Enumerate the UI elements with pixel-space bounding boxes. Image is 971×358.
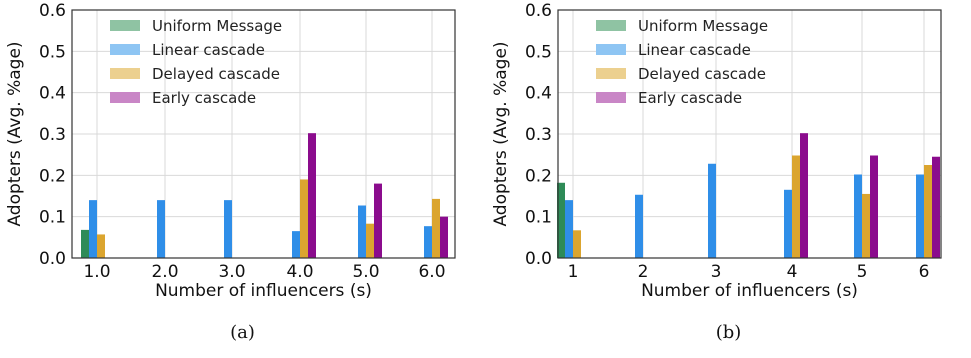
plot-frame bbox=[71, 9, 456, 259]
x-axis-title: Number of influencers (s) bbox=[155, 281, 372, 301]
plot-frame bbox=[557, 9, 942, 259]
x-tick-label: 4 bbox=[787, 262, 798, 282]
y-tick-label: 0.5 bbox=[525, 42, 552, 62]
y-tick-label: 0.2 bbox=[525, 166, 552, 186]
bar-chart-b: 0.0 0.1 0.2 0.3 0.4 0.5 0.6 1 2 3 4 5 6 Number of inf… bbox=[491, 1, 942, 301]
bar-linear-cascade bbox=[635, 194, 643, 258]
bar-linear-cascade bbox=[854, 174, 862, 258]
y-tick-label: 0.2 bbox=[39, 166, 66, 186]
bar-delayed-cascade bbox=[924, 165, 932, 258]
y-tick-label: 0.4 bbox=[525, 84, 552, 104]
y-tick-label: 0.0 bbox=[525, 249, 552, 269]
bar-linear-cascade bbox=[157, 200, 165, 258]
bar-delayed-cascade bbox=[97, 234, 105, 258]
legend-swatch bbox=[110, 20, 140, 31]
bar-early-cascade bbox=[308, 133, 316, 258]
bar-early-cascade bbox=[800, 133, 808, 258]
y-tick-label: 0.6 bbox=[525, 1, 552, 21]
y-tick-label: 0.3 bbox=[525, 125, 552, 145]
legend-swatch bbox=[596, 20, 626, 31]
legend-swatch bbox=[110, 44, 140, 55]
legend-label: Uniform Message bbox=[152, 17, 282, 35]
y-tick-label: 0.4 bbox=[39, 84, 66, 104]
legend-label: Linear cascade bbox=[152, 41, 265, 59]
legend-swatch bbox=[596, 92, 626, 103]
y-axis-title: Adopters (Avg. %age) bbox=[491, 41, 511, 226]
bar-linear-cascade bbox=[358, 205, 366, 258]
bar-linear-cascade bbox=[916, 174, 924, 258]
y-tick-label: 0.5 bbox=[39, 42, 66, 62]
bar-linear-cascade bbox=[224, 200, 232, 258]
bar-chart-a: 0.0 0.1 0.2 0.3 0.4 0.5 0.6 1.0 2.0 3.0 4.0 5.0 6.0 N… bbox=[5, 1, 456, 301]
x-tick-label: 4.0 bbox=[286, 262, 313, 282]
legend-label: Uniform Message bbox=[638, 17, 768, 35]
x-tick-label: 1 bbox=[568, 262, 579, 282]
caption-b: (b) bbox=[715, 322, 742, 343]
x-tick-label: 6.0 bbox=[418, 262, 445, 282]
bar-delayed-cascade bbox=[300, 179, 308, 258]
legend-swatch bbox=[596, 44, 626, 55]
bar-delayed-cascade bbox=[573, 230, 581, 258]
chart-panel-a: 0.0 0.1 0.2 0.3 0.4 0.5 0.6 1.0 2.0 3.0 4.0 5.0 6.0 N… bbox=[0, 0, 485, 358]
bar-linear-cascade bbox=[89, 200, 97, 258]
y-tick-label: 0.0 bbox=[39, 249, 66, 269]
legend-label: Delayed cascade bbox=[152, 65, 280, 83]
y-axis-title: Adopters (Avg. %age) bbox=[5, 41, 25, 226]
bar-linear-cascade bbox=[292, 231, 300, 258]
x-tick-label: 6 bbox=[919, 262, 930, 282]
bar-delayed-cascade bbox=[862, 193, 870, 258]
caption-a: (a) bbox=[230, 322, 255, 343]
bar-uniform-message bbox=[81, 229, 89, 258]
bar-uniform-message bbox=[557, 182, 565, 258]
bar-delayed-cascade bbox=[366, 223, 374, 258]
legend-label: Delayed cascade bbox=[638, 65, 766, 83]
y-tick-label: 0.1 bbox=[525, 208, 552, 228]
bar-early-cascade bbox=[932, 156, 940, 258]
chart-panel-b: 0.0 0.1 0.2 0.3 0.4 0.5 0.6 1 2 3 4 5 6 Number of inf… bbox=[486, 0, 971, 358]
legend-label: Early cascade bbox=[152, 89, 256, 107]
legend-swatch bbox=[596, 68, 626, 79]
legend-swatch bbox=[110, 92, 140, 103]
bar-early-cascade bbox=[870, 155, 878, 258]
bar-delayed-cascade bbox=[432, 198, 440, 258]
legend-label: Linear cascade bbox=[638, 41, 751, 59]
x-tick-label: 5.0 bbox=[352, 262, 379, 282]
x-tick-label: 3 bbox=[711, 262, 722, 282]
bar-linear-cascade bbox=[565, 200, 573, 258]
bar-linear-cascade bbox=[784, 189, 792, 258]
bar-linear-cascade bbox=[708, 163, 716, 258]
bar-delayed-cascade bbox=[792, 155, 800, 258]
y-tick-label: 0.3 bbox=[39, 125, 66, 145]
bar-early-cascade bbox=[374, 183, 382, 258]
x-tick-label: 3.0 bbox=[218, 262, 245, 282]
y-tick-label: 0.6 bbox=[39, 1, 66, 21]
x-tick-label: 5 bbox=[857, 262, 868, 282]
x-tick-label: 1.0 bbox=[83, 262, 110, 282]
legend-swatch bbox=[110, 68, 140, 79]
x-axis-title: Number of influencers (s) bbox=[641, 281, 858, 301]
y-tick-label: 0.1 bbox=[39, 208, 66, 228]
x-tick-label: 2.0 bbox=[151, 262, 178, 282]
bar-early-cascade bbox=[440, 216, 448, 258]
x-tick-label: 2 bbox=[638, 262, 649, 282]
legend-label: Early cascade bbox=[638, 89, 742, 107]
bar-linear-cascade bbox=[424, 226, 432, 258]
